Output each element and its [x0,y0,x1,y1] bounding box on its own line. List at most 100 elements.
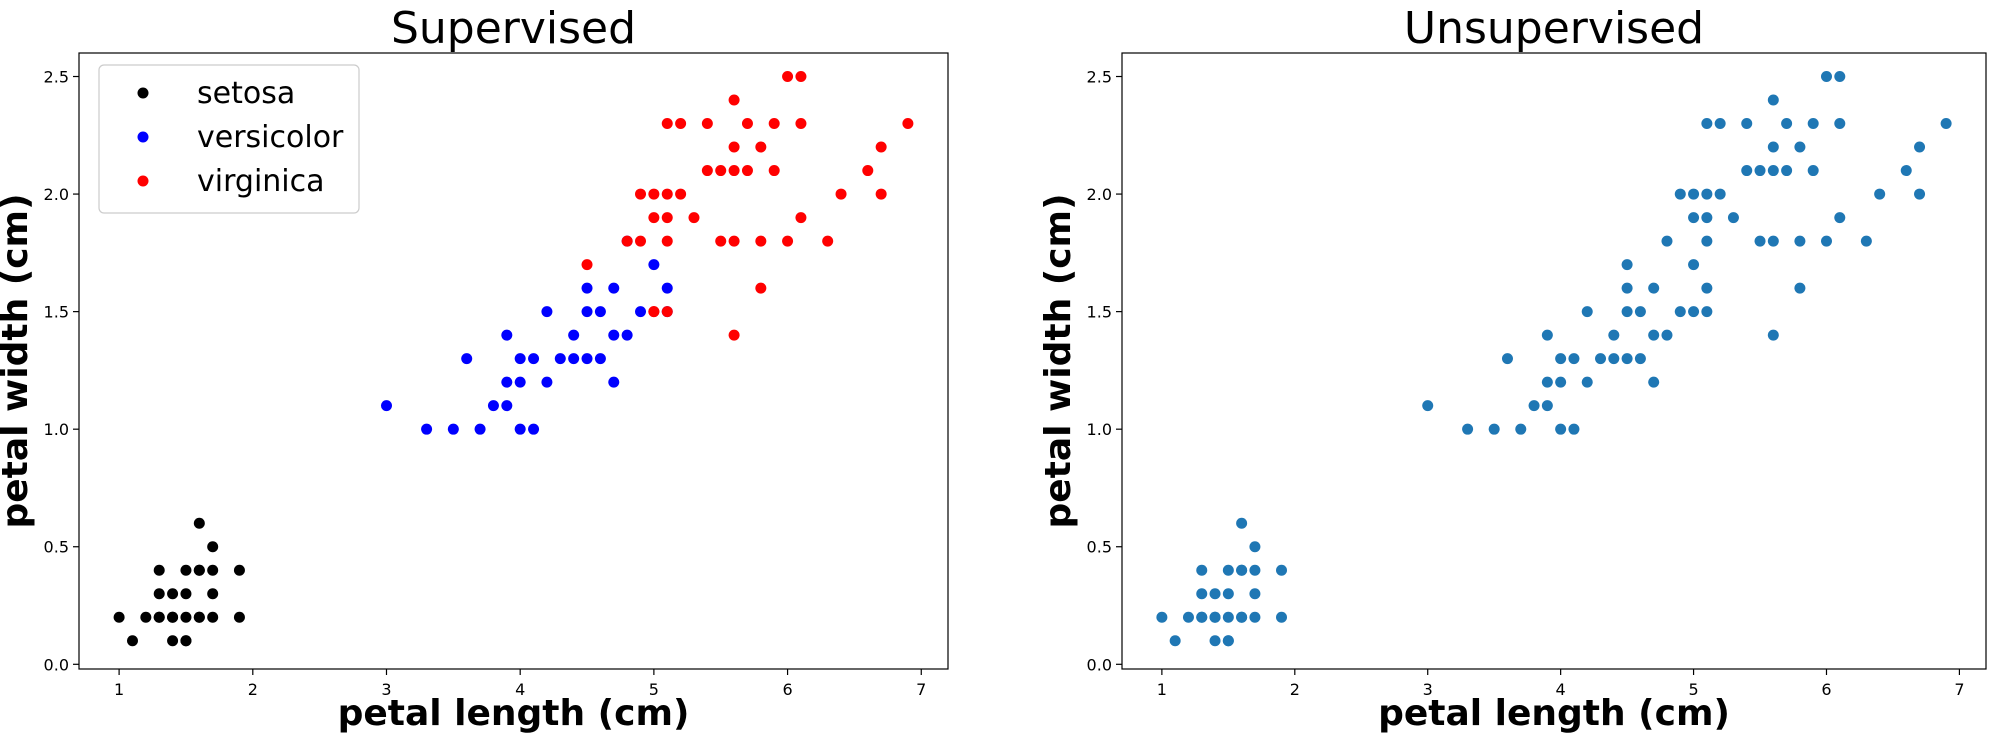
scatter-point [167,611,179,623]
chart-title: Supervised [391,3,636,54]
scatter-point [487,400,499,412]
scatter-point [1555,376,1567,388]
y-tick-label: 1.0 [1087,420,1112,439]
scatter-point [541,306,553,318]
legend: setosa versicolor virginica [98,64,360,214]
scatter-point [675,188,687,200]
scatter-point [1701,212,1713,224]
scatter-point [180,611,192,623]
scatter-point [1222,564,1234,576]
scatter-point [581,282,593,294]
chart-title: Unsupervised [1404,3,1704,54]
scatter-point [728,329,740,341]
scatter-point [1688,212,1700,224]
scatter-point [782,235,794,247]
scatter-point [1767,329,1779,341]
x-tick-label: 1 [1157,680,1167,699]
y-tick-label: 0.5 [1087,538,1112,557]
chart-panel-1: Supervised 1 2 3 4 5 6 7 0.0 0.5 1.0 1.5 2.0 2.5 petal… [0,3,949,734]
x-tick-label: 6 [782,680,792,699]
scatter-point [193,564,205,576]
scatter-point [648,259,660,271]
scatter-point [1648,329,1660,341]
scatter-point [207,611,219,623]
y-tick-label: 0.5 [44,538,69,557]
scatter-point [795,71,807,83]
scatter-point [207,588,219,600]
scatter-point [661,235,673,247]
scatter-point [514,423,526,435]
scatter-point [1608,329,1620,341]
scatter-point [1648,376,1660,388]
scatter-point [688,212,700,224]
scatter-point [1621,353,1633,365]
scatter-point [1501,353,1513,365]
scatter-point [1754,235,1766,247]
scatter-point [541,376,553,388]
scatter-point [514,353,526,365]
scatter-point [501,400,513,412]
scatter-point [862,165,874,177]
scatter-point [795,212,807,224]
x-tick-label: 3 [381,680,391,699]
scatter-point [648,188,660,200]
scatter-point [715,235,727,247]
scatter-point [661,282,673,294]
scatter-point [1196,611,1208,623]
scatter-point [1209,635,1221,647]
scatter-point [1528,400,1540,412]
scatter-point [1621,259,1633,271]
scatter-point [1634,306,1646,318]
scatter-point [1820,235,1832,247]
scatter-point [180,588,192,600]
scatter-point [1541,329,1553,341]
scatter-point [608,376,620,388]
scatter-point [1249,611,1261,623]
scatter-point [875,141,887,153]
scatter-point [1741,118,1753,130]
scatter-point [1727,212,1739,224]
series-virginica [581,71,914,341]
scatter-point [568,353,580,365]
scatter-point [461,353,473,365]
scatter-point [1794,235,1806,247]
scatter-point [528,353,540,365]
scatter-point [1249,564,1261,576]
scatter-point [1222,588,1234,600]
y-tick-label: 0.0 [1087,655,1112,674]
legend-label-versicolor: versicolor [197,120,344,155]
chart-panel-2: Unsupervised 1 2 3 4 5 6 7 0.0 0.5 1.0 1.5 2.0 2.5 pet… [1038,3,1987,734]
scatter-point [728,235,740,247]
scatter-point [1701,282,1713,294]
scatter-point [140,611,152,623]
scatter-point [1674,306,1686,318]
scatter-point [1688,306,1700,318]
scatter-point [1515,423,1527,435]
scatter-point [421,423,433,435]
scatter-point [1661,329,1673,341]
legend-label-virginica: virginica [197,164,325,199]
scatter-point [661,212,673,224]
scatter-point [1807,118,1819,130]
scatter-point [594,353,606,365]
scatter-point [621,235,633,247]
scatter-point [126,635,138,647]
scatter-point [1541,400,1553,412]
scatter-point [1634,353,1646,365]
scatter-point [167,588,179,600]
scatter-point [514,376,526,388]
scatter-point [1222,635,1234,647]
scatter-point [568,329,580,341]
series-versicolor [380,235,673,435]
scatter-point [1741,165,1753,177]
scatter-point [1834,118,1846,130]
scatter-point [608,329,620,341]
scatter-point [207,541,219,553]
scatter-point [1900,165,1912,177]
scatter-point [1249,541,1261,553]
scatter-point [755,282,767,294]
scatter-point [1422,400,1434,412]
scatter-point [1781,165,1793,177]
series-all [1156,71,1952,647]
scatter-point [1236,611,1248,623]
